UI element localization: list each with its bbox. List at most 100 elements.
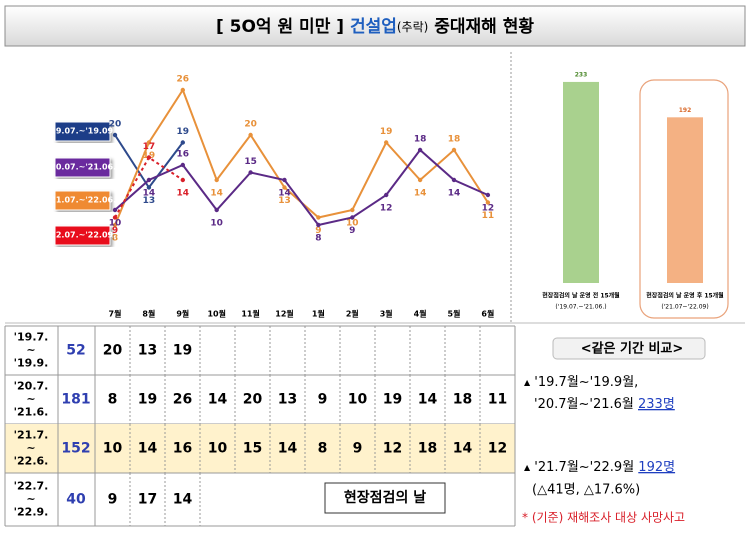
cell-value: 14 bbox=[173, 492, 193, 508]
period-label: '19.7. bbox=[14, 331, 49, 344]
x-tick-label: 10월 bbox=[207, 309, 226, 319]
x-tick-sublabel: ('19.07.~'21.06.) bbox=[555, 304, 606, 311]
x-tick-label: 6월 bbox=[481, 309, 494, 319]
title-part: 건설업 bbox=[350, 17, 397, 37]
legend-label: '21.07.~'22.06. bbox=[48, 196, 116, 205]
table: '19.7.~'19.9.52 20 13 19'20.7.~'21.6.181 8 19… bbox=[4, 325, 516, 527]
period-label: '20.7. bbox=[14, 380, 49, 393]
point bbox=[180, 140, 185, 145]
period-label: '21.7. bbox=[14, 429, 49, 442]
period-label: ~ bbox=[26, 393, 35, 406]
point bbox=[350, 215, 355, 220]
period-label: '21.6. bbox=[14, 406, 49, 419]
data-label: 10 bbox=[210, 219, 223, 229]
cell-value: 9 bbox=[108, 492, 118, 508]
point bbox=[417, 177, 423, 183]
comparison-text: '21.7월~'22.9월 bbox=[534, 460, 634, 475]
x-tick-label: 3월 bbox=[380, 309, 393, 319]
title-part: 중대재해 현황 bbox=[434, 17, 534, 37]
legend-label: '19.07.~'19.09. bbox=[48, 127, 116, 136]
x-tick-label: 11월 bbox=[241, 309, 260, 319]
cell-value: 14 bbox=[418, 392, 438, 408]
bar-label: 233 bbox=[575, 71, 588, 78]
point bbox=[112, 215, 118, 220]
x-tick-label: 1월 bbox=[312, 309, 325, 319]
point bbox=[146, 140, 152, 145]
cell-value: 14 bbox=[208, 392, 228, 408]
comparison-value: 233명 bbox=[638, 397, 675, 412]
period-label: '22.9. bbox=[14, 506, 49, 519]
point bbox=[384, 140, 389, 145]
legend-swatch bbox=[54, 157, 111, 178]
data-label: 14 bbox=[414, 189, 427, 199]
data-label: 14 bbox=[177, 189, 190, 199]
comparison-text: (△41명, △17.6%) bbox=[532, 483, 640, 498]
title-part: [ 5O억 원 미만 ] bbox=[216, 17, 344, 37]
cell-value: 14 bbox=[278, 441, 298, 457]
x-tick-label: 현장점검의 날 운영 전 15개월 bbox=[542, 292, 620, 300]
period-label: ~ bbox=[26, 344, 35, 357]
cell-value: 16 bbox=[173, 441, 192, 457]
data-label: 14 bbox=[278, 189, 291, 199]
cell-value: 12 bbox=[383, 441, 402, 457]
cell-value: 18 bbox=[453, 392, 472, 408]
data-label: 13 bbox=[278, 196, 291, 206]
cell-value: 19 bbox=[173, 343, 192, 359]
point bbox=[282, 177, 287, 183]
data-label: 15 bbox=[244, 157, 257, 167]
data-label: 14 bbox=[143, 189, 156, 199]
cell-value: 12 bbox=[488, 441, 507, 457]
data-label: 14 bbox=[448, 189, 461, 199]
period-label: ~ bbox=[26, 442, 35, 455]
series-line bbox=[114, 148, 489, 227]
comparison-item: ▲ '19.7월~'19.9월, bbox=[524, 375, 638, 390]
comparison-heading: <같은 기간 비교> bbox=[581, 341, 684, 357]
data-label: 18 bbox=[448, 135, 461, 145]
point bbox=[214, 177, 219, 183]
bar bbox=[563, 81, 599, 283]
point bbox=[316, 222, 321, 228]
point bbox=[282, 185, 287, 190]
cell-value: 20 bbox=[103, 343, 123, 359]
cell-value: 20 bbox=[243, 392, 263, 408]
title: [ 5O억 원 미만 ] 건설업(추락) 중대재해 현황 bbox=[216, 17, 534, 37]
cell-value: 14 bbox=[453, 441, 473, 457]
cell-value: 26 bbox=[173, 392, 192, 408]
comparison-item: ▲ '21.7월~'22.9월 192명 bbox=[524, 460, 675, 475]
point bbox=[384, 192, 389, 198]
cell-value: 10 bbox=[103, 441, 123, 457]
cell-value: 10 bbox=[208, 441, 228, 457]
data-label: 10 bbox=[109, 219, 122, 229]
cell-value: 19 bbox=[383, 392, 402, 408]
row-total: 181 bbox=[61, 392, 90, 408]
data-label: 12 bbox=[482, 204, 495, 214]
point bbox=[417, 147, 423, 153]
data-label: 8 bbox=[315, 234, 321, 244]
point bbox=[485, 192, 491, 198]
point bbox=[146, 185, 152, 190]
data-label: 9 bbox=[315, 226, 321, 236]
data-label: 13 bbox=[143, 196, 156, 206]
point bbox=[214, 207, 219, 213]
x-tick-label: 8월 bbox=[142, 309, 155, 319]
x-tick-label: 12월 bbox=[275, 309, 294, 319]
cell-value: 13 bbox=[138, 343, 157, 359]
data-label: 20 bbox=[109, 120, 122, 130]
point bbox=[248, 132, 253, 138]
period-label: ~ bbox=[26, 493, 35, 506]
data-label: 8 bbox=[112, 234, 118, 244]
point bbox=[146, 177, 152, 183]
cell-value: 15 bbox=[243, 441, 262, 457]
cell-value: 18 bbox=[418, 441, 437, 457]
comparison-text: '19.7월~'19.9월, bbox=[534, 375, 638, 390]
highlight-box bbox=[639, 79, 729, 319]
data-label: 10 bbox=[346, 219, 359, 229]
period-label: '19.9. bbox=[14, 357, 49, 370]
note-box bbox=[324, 482, 446, 514]
data-label: 12 bbox=[380, 204, 393, 214]
bar-label: 192 bbox=[679, 107, 692, 114]
data-label: 19 bbox=[177, 127, 190, 137]
data-label: 26 bbox=[177, 75, 190, 85]
x-tick-label: 5월 bbox=[448, 309, 461, 319]
point bbox=[180, 87, 185, 93]
